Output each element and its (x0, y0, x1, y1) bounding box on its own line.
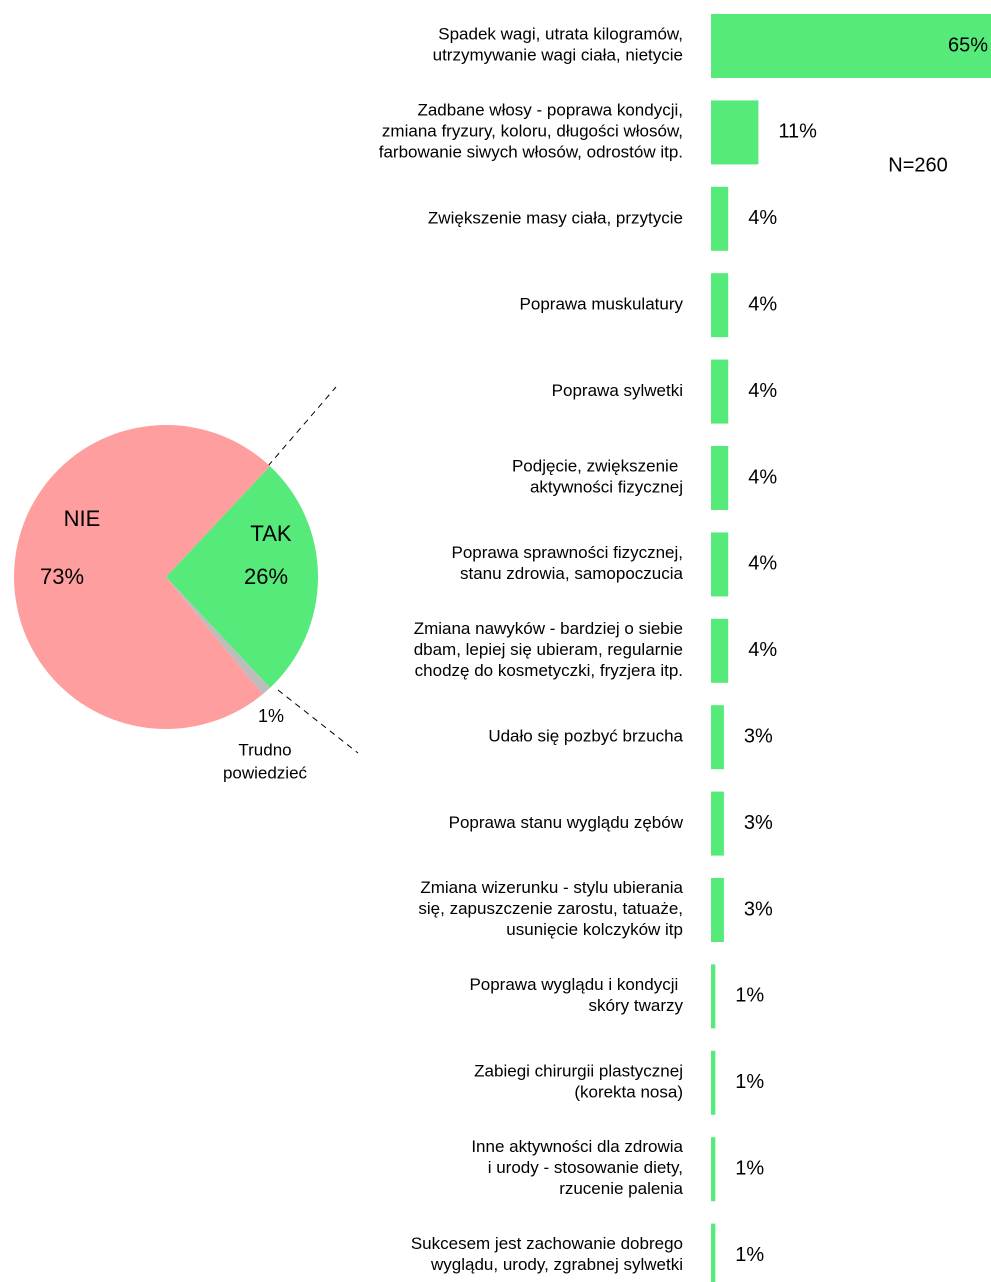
category-label: Poprawa sprawności fizycznej, stanu zdrow… (452, 543, 684, 583)
value-label: 3% (744, 725, 773, 747)
bar (711, 273, 729, 338)
leader-line (267, 386, 337, 467)
value-label: 3% (744, 898, 773, 920)
bar (711, 100, 759, 165)
slice-value-label: 26% (244, 564, 288, 589)
value-label: 4% (748, 553, 777, 575)
bar (711, 618, 729, 683)
bar (711, 964, 716, 1029)
value-label: 11% (778, 121, 817, 143)
pie-slice (14, 425, 271, 729)
slice-value-label: 73% (40, 564, 84, 589)
category-label: Poprawa muskulatury (520, 295, 684, 314)
value-label: 4% (748, 380, 777, 402)
value-label: 1% (735, 985, 764, 1007)
category-label: Zmiana wizerunku - stylu ubierania się, z… (418, 878, 683, 939)
value-label: 3% (744, 812, 773, 834)
bar (711, 1050, 716, 1115)
value-label: 1% (735, 1157, 764, 1179)
category-label: Spadek wagi, utrata kilogramów, utrzymywa… (433, 25, 683, 65)
category-label: Poprawa wyglądu i kondycji skóry twarzy (469, 975, 683, 1015)
bar (711, 446, 729, 510)
value-label: 4% (748, 293, 777, 315)
category-label: Podjęcie, zwiększenie aktywności fizyczn… (512, 457, 683, 497)
category-label: Zwiększenie masy ciała, przytycie (428, 208, 683, 227)
value-label: 1% (735, 1071, 764, 1093)
bar (711, 1137, 716, 1202)
annotation: N=260 (888, 154, 948, 176)
slice-label: TAK (250, 521, 291, 546)
value-label: 4% (748, 207, 777, 229)
pie-slice (166, 577, 271, 695)
slice-label: Trudno powiedzieć (223, 741, 308, 783)
category-label: Sukcesem jest zachowanie dobrego wyglądu,… (411, 1235, 683, 1275)
category-label: Zabiegi chirurgii plastycznej (korekta no… (474, 1062, 683, 1102)
bar (711, 359, 729, 424)
category-label: Inne aktywności dla zdrowia i urody - sto… (471, 1138, 683, 1199)
bar (711, 1223, 716, 1282)
category-label: Poprawa sylwetki (552, 381, 683, 400)
bar (711, 186, 729, 251)
bar (711, 14, 991, 78)
slice-label: NIE (64, 506, 101, 531)
value-label: 1% (735, 1244, 764, 1266)
value-label: 4% (748, 466, 777, 488)
category-label: Poprawa stanu wyglądu zębów (449, 813, 684, 832)
value-label: 4% (748, 639, 777, 661)
slice-value-label: 1% (258, 706, 284, 726)
bar (711, 791, 724, 856)
category-label: Zadbane włosy - poprawa kondycji, zmiana … (379, 101, 683, 162)
bar (711, 532, 729, 597)
leader-line (277, 689, 359, 754)
bar (711, 705, 724, 770)
value-label: 65% (948, 34, 988, 56)
bar (711, 878, 724, 942)
category-label: Udało się pozbyć brzucha (488, 727, 683, 746)
pie-slice (166, 466, 319, 688)
category-label: Zmiana nawyków - bardziej o siebie dbam, … (414, 619, 683, 680)
